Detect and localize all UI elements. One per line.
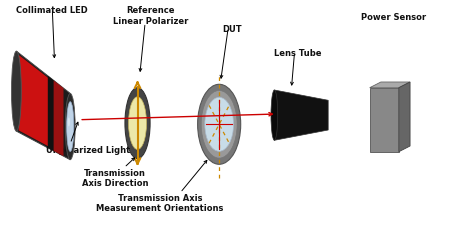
- Ellipse shape: [67, 102, 74, 152]
- Text: Unpolarized Light: Unpolarized Light: [45, 145, 130, 154]
- Ellipse shape: [11, 52, 21, 132]
- Polygon shape: [274, 91, 328, 141]
- Text: Collimated LED: Collimated LED: [16, 6, 88, 15]
- Text: DUT: DUT: [222, 25, 242, 34]
- Ellipse shape: [125, 88, 150, 159]
- Text: Reference
Linear Polarizer: Reference Linear Polarizer: [113, 6, 189, 26]
- Ellipse shape: [129, 97, 147, 150]
- Polygon shape: [399, 83, 410, 152]
- Polygon shape: [54, 81, 63, 156]
- Ellipse shape: [201, 91, 237, 158]
- Polygon shape: [18, 56, 49, 147]
- Ellipse shape: [198, 85, 241, 165]
- Ellipse shape: [205, 98, 234, 152]
- Bar: [370, 88, 399, 152]
- Text: Transmission
Axis Direction: Transmission Axis Direction: [82, 168, 148, 187]
- Text: Transmission Axis
Measurement Orientations: Transmission Axis Measurement Orientatio…: [96, 193, 224, 212]
- Ellipse shape: [68, 118, 70, 127]
- Polygon shape: [16, 52, 70, 160]
- Polygon shape: [370, 83, 410, 88]
- Polygon shape: [48, 76, 54, 152]
- Ellipse shape: [271, 91, 278, 141]
- Ellipse shape: [65, 94, 75, 160]
- Text: Power Sensor: Power Sensor: [360, 13, 426, 22]
- Text: Lens Tube: Lens Tube: [274, 49, 321, 57]
